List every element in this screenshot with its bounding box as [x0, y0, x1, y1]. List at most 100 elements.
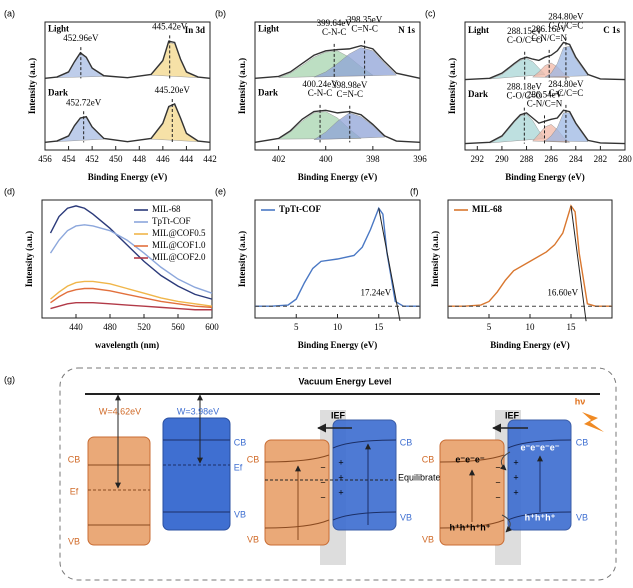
x-tick-label: 442 — [203, 154, 217, 164]
ef-label: Ef — [234, 462, 243, 472]
vb-bend — [507, 511, 572, 521]
charge: + — [338, 487, 343, 497]
x-tick-label: 456 — [38, 154, 52, 164]
x-tick-label: 15 — [567, 322, 577, 332]
plot-frame — [44, 21, 211, 151]
cb-bend — [264, 454, 330, 463]
x-tick-label: 282 — [594, 154, 608, 164]
onset-label: 16.60eV — [547, 287, 578, 297]
series-line — [50, 301, 212, 311]
light-label: hν — [575, 396, 586, 406]
onset-tangent — [570, 205, 587, 322]
charge: + — [513, 472, 518, 482]
peak-label: 288.15eV — [507, 26, 543, 36]
y-axis-label: Intensity (a.u.) — [24, 231, 34, 287]
x-tick-label: 600 — [205, 322, 219, 332]
charge: + — [338, 457, 343, 467]
y-axis-label: Intensity (a.u.) — [430, 231, 440, 287]
peak-label: 398.98eV — [332, 80, 368, 90]
x-tick-label: 444 — [180, 154, 194, 164]
x-axis-label: wavelength (nm) — [95, 340, 159, 350]
x-tick-label: 398 — [366, 154, 380, 164]
peak-bond: C-C/C=C — [549, 88, 584, 98]
vb-label: VB — [422, 534, 434, 544]
series-line — [464, 41, 626, 81]
panel-label: (e) — [215, 186, 226, 196]
plot-frame — [41, 199, 213, 319]
material: TpTt — [530, 532, 549, 542]
peak-label: 398.35eV — [347, 15, 383, 25]
x-tick-label: 284 — [569, 154, 583, 164]
panel-label: (c) — [425, 8, 436, 18]
x-tick-label: 450 — [109, 154, 123, 164]
x-axis-label: Binding Energy (eV) — [88, 172, 168, 182]
vb-label: VB — [68, 536, 80, 546]
peak-label: 399.64eV — [317, 18, 353, 28]
ief-label: IEF — [331, 410, 346, 420]
material: MIL-68 — [458, 547, 486, 557]
material: TpTt — [187, 532, 206, 542]
series-line — [255, 206, 420, 307]
series-line — [49, 205, 213, 300]
electrons: e⁻e⁻e⁻e⁻ — [520, 442, 559, 452]
series-label: Light — [48, 24, 69, 34]
peak-label: 452.96eV — [63, 33, 99, 43]
vb-bend — [264, 519, 330, 529]
peak-bond: C-C/C=C — [549, 20, 584, 30]
series-label: Dark — [48, 88, 68, 98]
peak-bond: C-N-C — [308, 88, 333, 98]
x-tick-label: 292 — [471, 154, 485, 164]
transfer-arrow — [501, 514, 512, 533]
vb-label: VB — [400, 512, 412, 522]
charge: − — [320, 492, 325, 502]
series-line — [50, 280, 213, 307]
series-label: Light — [468, 25, 489, 35]
cb-label: CB — [247, 454, 260, 464]
panel-label: (g) — [4, 374, 15, 384]
peak-bond: C=N-C — [336, 89, 363, 99]
charge: + — [513, 487, 518, 497]
panel-annotation: N 1s — [398, 25, 415, 35]
panel-label: (f) — [410, 186, 419, 196]
x-tick-label: 10 — [526, 322, 536, 332]
work-function: W=3.98eV — [177, 406, 219, 416]
x-tick-label: 448 — [133, 154, 147, 164]
peak-bond: C-N/C=N — [531, 33, 567, 43]
series-label: Dark — [258, 88, 278, 98]
x-tick-label: 290 — [495, 154, 509, 164]
plot-frame — [464, 21, 626, 151]
series-line — [44, 40, 211, 80]
charge: − — [320, 477, 325, 487]
x-tick-label: 5 — [294, 322, 299, 332]
x-tick-label: 520 — [137, 322, 151, 332]
charge: − — [495, 462, 500, 472]
x-tick-label: 454 — [62, 154, 76, 164]
x-axis-label: Binding Energy (eV) — [505, 172, 585, 182]
peak-bond: C-N/C=N — [527, 98, 563, 108]
cb-label: CB — [422, 454, 435, 464]
transfer-arrow — [499, 451, 511, 471]
panel-g: (g) Vacuum Energy Level W=4.62eV W=3.98e… — [4, 367, 617, 581]
x-tick-label: 452 — [85, 154, 99, 164]
charge: − — [495, 477, 500, 487]
lightning — [582, 412, 604, 432]
y-axis-label: Intensity (a.u.) — [237, 58, 247, 114]
peak-bond: C-O/C=O — [507, 91, 543, 101]
x-axis-label: Binding Energy (eV) — [298, 172, 378, 182]
peak-component — [544, 46, 589, 78]
legend-label: TpTt-COF — [279, 204, 322, 214]
series-line — [49, 224, 213, 294]
legend-label: MIL@COF0.5 — [152, 228, 206, 238]
charge: − — [320, 462, 325, 472]
onset-label: 17.24eV — [360, 287, 391, 297]
peak-label: 445.42eV — [152, 21, 188, 31]
legend-label: TpTt-COF — [152, 216, 191, 226]
panel-label: (b) — [215, 8, 226, 18]
material: MIL-68 — [105, 547, 133, 557]
series-line — [254, 109, 421, 144]
x-tick-label: 5 — [487, 322, 492, 332]
peak-label: 400.24eV — [302, 79, 338, 89]
material: TpTt — [355, 532, 374, 542]
y-axis-label: Intensity (a.u.) — [447, 58, 457, 114]
y-axis-label: Intensity (a.u.) — [237, 231, 247, 287]
